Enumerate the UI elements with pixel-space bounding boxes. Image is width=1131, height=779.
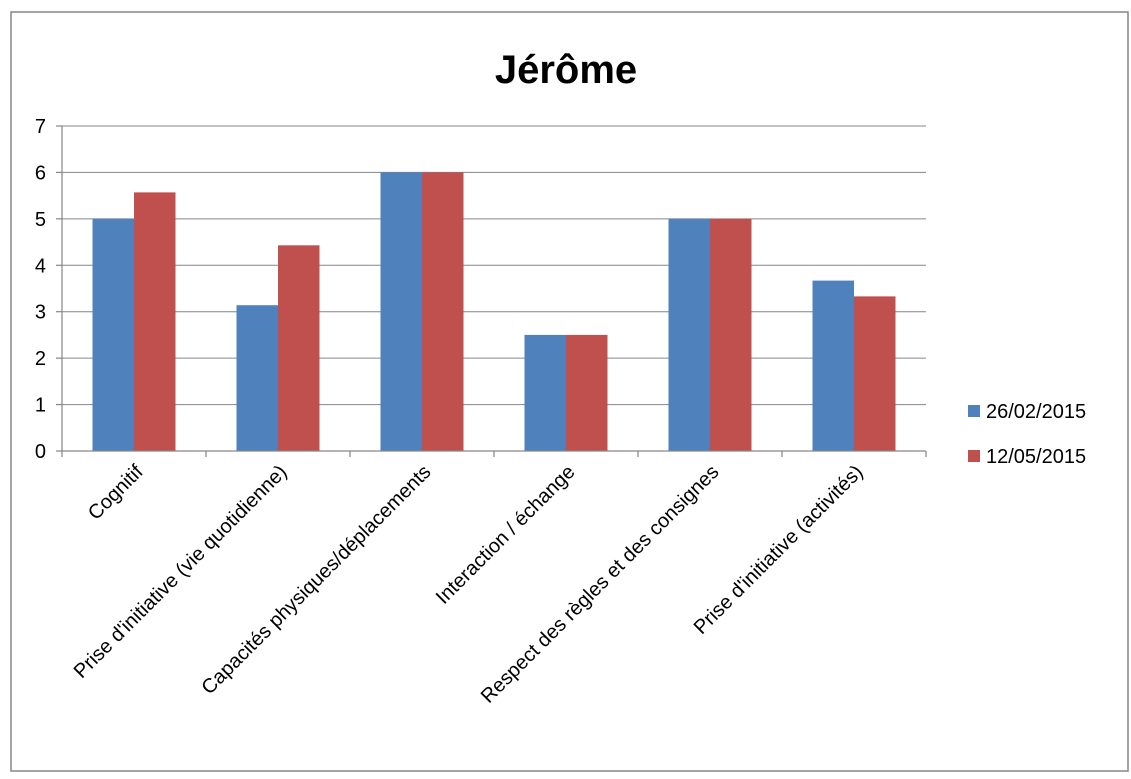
y-tick-label: 6 — [35, 162, 46, 184]
chart-title: Jérôme — [495, 48, 637, 92]
bar-series1-5 — [812, 280, 854, 451]
bar-series2-4 — [710, 218, 752, 451]
bar-series2-0 — [134, 192, 176, 451]
bar-series2-1 — [278, 245, 320, 451]
bar-series2-3 — [566, 334, 608, 451]
bar-series1-4 — [668, 218, 710, 451]
legend: 26/02/2015 12/05/2015 — [968, 401, 1086, 468]
bars — [92, 172, 896, 451]
y-tick-label: 3 — [35, 302, 46, 324]
bar-series2-2 — [422, 172, 464, 451]
y-tick-label: 1 — [35, 395, 46, 417]
y-tick-label: 7 — [35, 116, 46, 138]
bar-series1-3 — [524, 334, 566, 451]
y-tick-label: 0 — [35, 441, 46, 463]
bar-series2-5 — [854, 296, 896, 451]
legend-swatch — [968, 450, 980, 462]
y-tick-label: 2 — [35, 348, 46, 370]
legend-label: 12/05/2015 — [986, 446, 1086, 468]
gridlines — [62, 125, 926, 406]
legend-label: 26/02/2015 — [986, 401, 1086, 423]
legend-swatch — [968, 405, 980, 417]
bar-series1-2 — [380, 172, 422, 451]
y-tick-label: 5 — [35, 209, 46, 231]
axes — [56, 125, 927, 457]
bar-series1-0 — [92, 218, 134, 451]
y-axis-ticks: 0 1 2 3 4 5 6 7 — [35, 116, 46, 463]
y-tick-label: 4 — [35, 255, 46, 277]
bar-series1-1 — [236, 305, 278, 451]
